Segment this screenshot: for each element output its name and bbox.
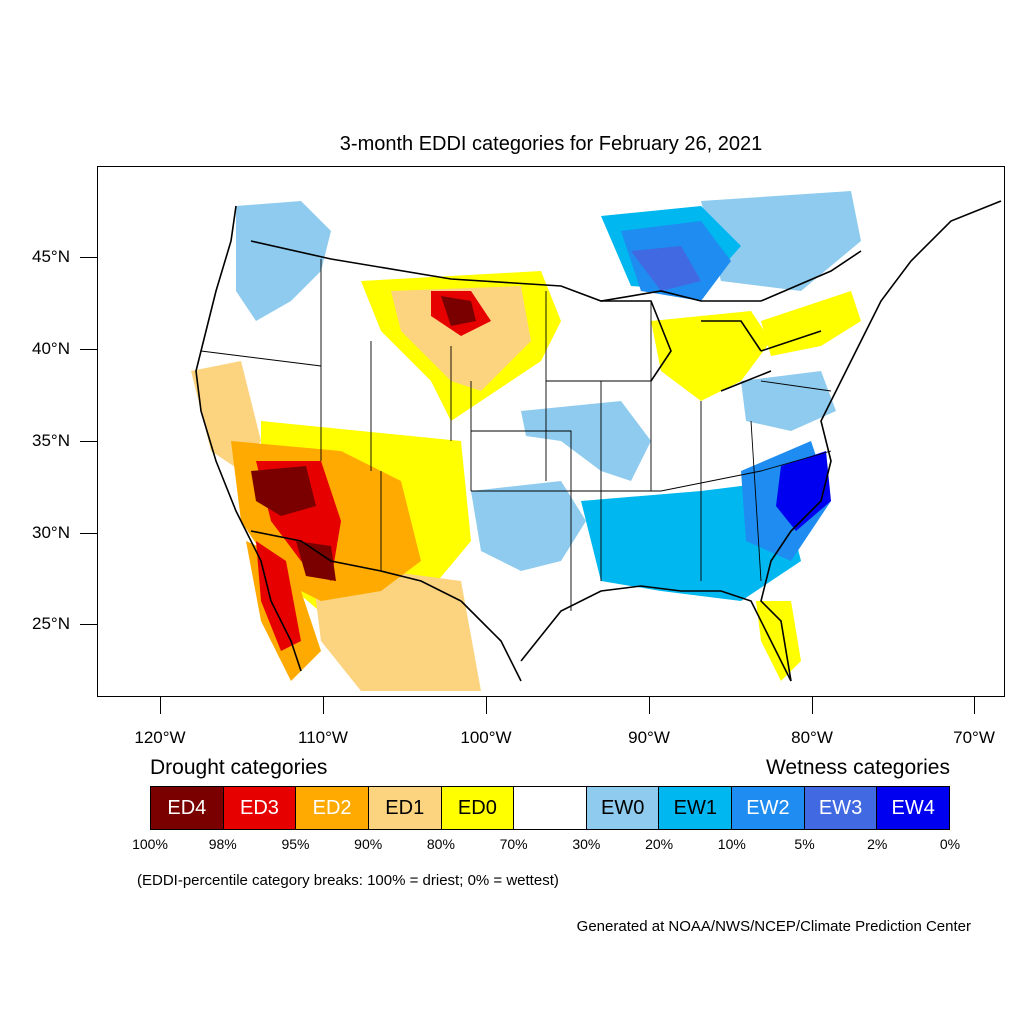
boundaries (195, 200, 1002, 682)
lon-tick-110 (323, 697, 324, 714)
ed0-region-new-york (761, 291, 861, 356)
ew0-region-northeast (701, 191, 861, 291)
ew4-region-nc-coast (776, 451, 831, 531)
lon-label-80: 80°W (791, 728, 833, 747)
lon-tick-120 (160, 697, 161, 714)
lat-label-40: 40°N (32, 339, 70, 358)
ew3-region-wisconsin (631, 246, 701, 291)
legend-break-label: 100% (132, 836, 168, 852)
ew0-region-ohio (741, 371, 836, 431)
great-lakes (601, 300, 822, 392)
ed4-region-nevada-arizona (251, 466, 316, 516)
us-canada-border (250, 240, 862, 302)
lon-label-90: 90°W (628, 728, 670, 747)
legend-cell-normal (514, 787, 587, 829)
credit: Generated at NOAA/NWS/NCEP/Climate Predi… (576, 918, 971, 935)
legend-break-label: 30% (572, 836, 601, 852)
legend-cell-ed2: ED2 (296, 787, 369, 829)
wetness-heading: Wetness categories (765, 756, 950, 779)
lon-tick-90 (649, 697, 650, 714)
lat-tick-25 (80, 624, 97, 625)
coastline-gulf (460, 585, 792, 682)
legend-break-label: 80% (426, 836, 455, 852)
lat-tick-30 (80, 533, 97, 534)
legend-break-label: 20% (645, 836, 674, 852)
legend-break-label: 2% (867, 836, 888, 852)
map-frame (97, 166, 1005, 697)
ew0-region-northwest (236, 201, 331, 321)
lon-label-120: 120°W (134, 728, 186, 747)
lat-label-45: 45°N (32, 247, 70, 266)
us-mexico-border (250, 530, 462, 602)
legend-break-label: 10% (717, 836, 746, 852)
legend-break-label: 98% (208, 836, 237, 852)
legend-cell-ed3: ED3 (223, 787, 297, 829)
legend-break-label: 5% (794, 836, 815, 852)
legend-cell-ed4: ED4 (151, 787, 224, 829)
lon-label-70: 70°W (953, 728, 995, 747)
ed3-region-baja (256, 541, 301, 651)
lon-label-110: 110°W (298, 728, 348, 747)
lat-tick-40 (80, 349, 97, 350)
state-boundaries (200, 259, 832, 611)
legend-cell-ew3: EW3 (804, 787, 878, 829)
footnote: (EDDI-percentile category breaks: 100% =… (137, 872, 559, 889)
lon-tick-100 (486, 697, 487, 714)
ew0-region-south-plains (471, 481, 586, 571)
ed1-region-northern-plains (391, 286, 531, 391)
drought-heading: Drought categories (150, 756, 328, 779)
coastline-east (760, 200, 1002, 682)
legend-break-label: 95% (281, 836, 310, 852)
lat-tick-35 (80, 441, 97, 442)
legend-cell-ew1: EW1 (659, 787, 733, 829)
lon-label-100: 100°W (460, 728, 512, 747)
lat-label-35: 35°N (32, 431, 70, 450)
legend-cell-ed1: ED1 (368, 787, 442, 829)
legend-break-label: 70% (499, 836, 528, 852)
map-title: 3-month EDDI categories for February 26,… (339, 133, 763, 155)
map-canvas (191, 191, 1002, 691)
ed0-region-michigan (651, 311, 771, 401)
legend-cell-ed0: ED0 (441, 787, 515, 829)
legend-break-label: 0% (939, 836, 961, 852)
legend-bar: ED4 ED3 ED2 ED1 ED0 EW0 EW1 EW2 EW3 EW4 (150, 786, 950, 830)
lon-tick-80 (812, 697, 813, 714)
ed4-region-sonora (296, 541, 336, 581)
category-shading (191, 191, 861, 691)
ew0-region-plains (521, 401, 651, 481)
lon-tick-70 (974, 697, 975, 714)
ed0-region-florida (756, 601, 801, 681)
ed4-region-dakotas (441, 296, 476, 326)
lat-tick-45 (80, 257, 97, 258)
coastline-west (195, 205, 302, 672)
legend-cell-ew4: EW4 (877, 787, 950, 829)
legend-cell-ew2: EW2 (732, 787, 805, 829)
legend-cell-ew0: EW0 (586, 787, 660, 829)
legend-break-label: 90% (354, 836, 383, 852)
lat-label-30: 30°N (32, 523, 70, 542)
lat-label-25: 25°N (32, 614, 70, 633)
